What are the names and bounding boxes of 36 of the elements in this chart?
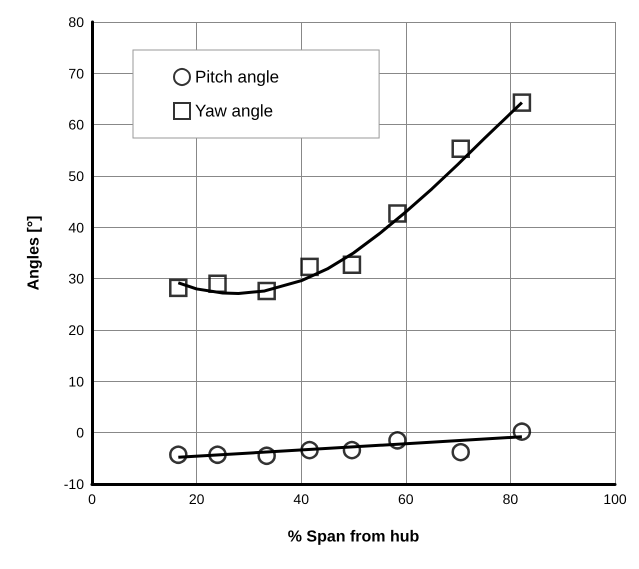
point <box>169 278 188 298</box>
point <box>300 440 319 460</box>
x-tick-label: 80 <box>502 491 518 507</box>
point <box>342 256 362 274</box>
point <box>512 93 532 112</box>
y-tick-label: 30 <box>68 270 84 287</box>
point <box>257 282 276 300</box>
x-tick-label: 100 <box>603 491 627 507</box>
y-tick-label: 20 <box>68 322 84 338</box>
point <box>257 446 276 466</box>
y-tick-label: 60 <box>68 116 84 133</box>
point <box>512 422 532 441</box>
point <box>300 258 319 276</box>
y-tick-label: 50 <box>68 168 84 184</box>
point <box>388 204 407 223</box>
x-tick-label: 60 <box>398 491 414 507</box>
point <box>169 445 188 464</box>
x-tick-label: 20 <box>188 491 205 507</box>
x-tick-label: 0 <box>88 491 96 507</box>
point <box>451 140 470 158</box>
x-tick-label: 40 <box>293 491 310 507</box>
y-tick-label: 0 <box>76 424 84 441</box>
y-axis-title: Angles [°] <box>26 216 42 290</box>
y-tick-label: 70 <box>68 65 84 82</box>
y-tick-label: 40 <box>68 219 84 236</box>
point <box>388 431 407 450</box>
y-tick-label: -10 <box>64 476 84 492</box>
legend-label: Pitch angle <box>195 68 280 86</box>
point <box>451 442 470 462</box>
legend-label: Yaw angle <box>195 102 274 120</box>
y-tick-label: 80 <box>68 14 84 30</box>
point <box>208 274 227 294</box>
x-axis-title: % Span from hub <box>288 528 420 546</box>
point <box>342 440 362 460</box>
y-tick-label: 10 <box>68 373 84 390</box>
point <box>208 445 227 464</box>
